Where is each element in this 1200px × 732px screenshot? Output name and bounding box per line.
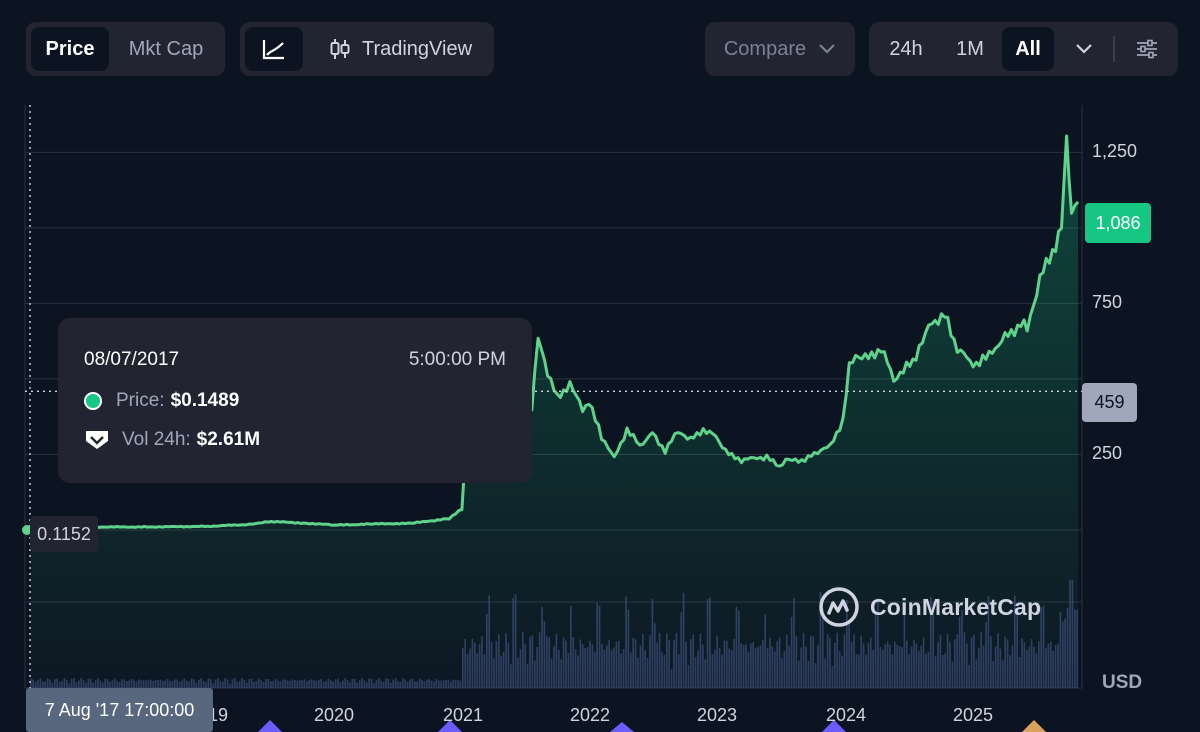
x-tick-label: 2021 — [443, 705, 484, 725]
tooltip-date: 08/07/2017 — [84, 349, 180, 370]
tooltip-price-value: $0.1489 — [170, 390, 240, 411]
price-area-fill — [30, 136, 1078, 688]
tradingview-button[interactable]: TradingView — [312, 27, 488, 71]
tooltip-price-row: Price: $0.1489 — [84, 390, 239, 412]
range-24h-button[interactable]: 24h — [889, 37, 923, 60]
x-tick-label: 2024 — [826, 705, 867, 725]
time-range-toggle: 24h 1M All — [869, 22, 1178, 76]
compare-dropdown[interactable]: Compare — [705, 22, 855, 76]
chart-settings-button[interactable] — [1121, 27, 1173, 71]
tooltip-volume-label: Vol 24h: — [122, 429, 191, 450]
range-1m-button[interactable]: 1M — [956, 37, 984, 60]
range-more-dropdown[interactable] — [1061, 27, 1107, 71]
hover-price-badge: 459 — [1082, 383, 1137, 422]
compare-label: Compare — [723, 37, 807, 60]
start-price-badge: 0.1152 — [30, 516, 98, 552]
price-series-dot-icon — [84, 392, 102, 410]
range-all-button[interactable]: All — [1002, 27, 1054, 71]
mktcap-tab[interactable]: Mkt Cap — [128, 37, 204, 60]
chevron-down-icon — [819, 44, 835, 54]
line-chart-icon — [262, 40, 284, 60]
event-marker[interactable] — [822, 720, 846, 732]
candlestick-icon — [330, 39, 350, 59]
y-tick-label: 1,250 — [1092, 141, 1138, 162]
compare-button[interactable]: Compare — [705, 27, 855, 71]
price-tab[interactable]: Price — [31, 27, 109, 71]
tooltip-time: 5:00:00 PM — [408, 349, 506, 370]
tooltip-price-label: Price: — [116, 390, 165, 411]
price-line — [30, 134, 1080, 529]
tradingview-label: TradingView — [361, 37, 473, 60]
line-chart-button[interactable] — [245, 27, 303, 71]
x-tick-label: 2020 — [314, 705, 355, 725]
settings-sliders-icon — [1137, 39, 1157, 59]
tooltip-volume-row: Vol 24h: $2.61M — [84, 429, 260, 451]
volume-shield-icon — [86, 431, 108, 449]
crosshair-time-badge: 7 Aug '17 17:00:00 — [26, 688, 213, 732]
coinmarketcap-wordmark: CoinMarketCap — [870, 593, 1042, 620]
coinmarketcap-logo-icon — [819, 587, 859, 627]
hover-tooltip: 08/07/2017 5:00:00 PM Price: $0.1489 Vol… — [58, 318, 532, 483]
event-marker[interactable] — [258, 720, 282, 732]
coinmarketcap-watermark: CoinMarketCap — [818, 586, 1041, 628]
chart-type-toggle: TradingView — [240, 22, 494, 76]
x-tick-label: 2025 — [953, 705, 994, 725]
start-point-marker — [22, 525, 32, 535]
event-marker[interactable] — [438, 720, 462, 732]
price-mktcap-toggle: Price Mkt Cap — [26, 22, 225, 76]
event-marker[interactable] — [610, 722, 634, 732]
timeline-event-markers — [258, 720, 1046, 732]
tooltip-volume-value: $2.61M — [196, 429, 261, 450]
x-tick-label: 2022 — [570, 705, 611, 725]
x-tick-label: 19 — [208, 705, 229, 725]
currency-label: USD — [1102, 672, 1143, 693]
current-price-badge: 1,086 — [1085, 203, 1151, 243]
toolbar-divider — [1113, 36, 1115, 62]
y-tick-label: 250 — [1092, 443, 1123, 464]
event-marker[interactable] — [1022, 720, 1046, 732]
y-tick-label: 750 — [1092, 292, 1123, 313]
chevron-down-icon — [1076, 44, 1092, 54]
x-tick-label: 2023 — [697, 705, 738, 725]
